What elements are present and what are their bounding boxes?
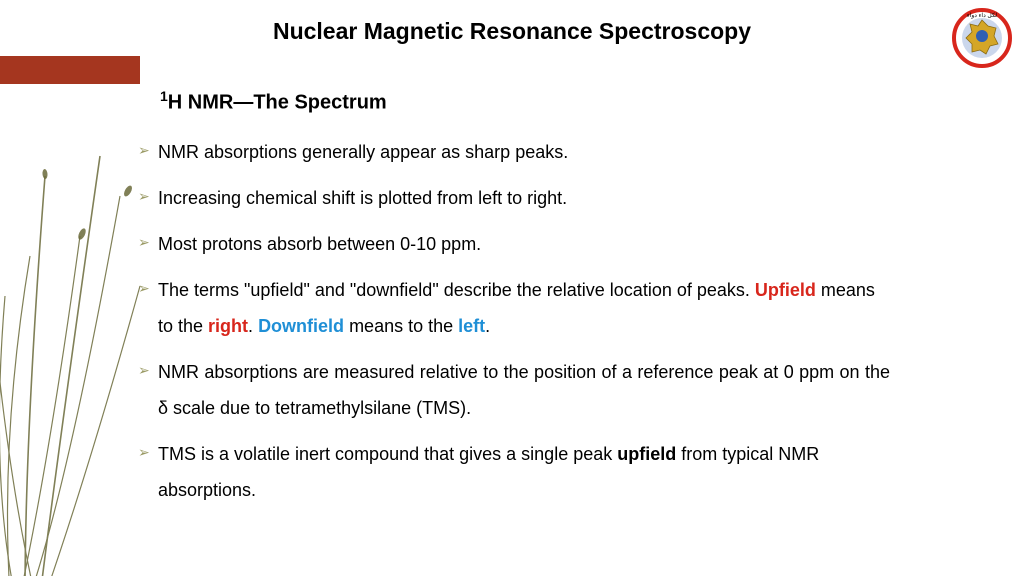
page-title: Nuclear Magnetic Resonance Spectroscopy [0,18,1024,45]
page-subtitle: 1H NMR—The Spectrum [160,88,387,115]
list-item: Increasing chemical shift is plotted fro… [138,180,890,216]
downfield-term: Downfield [258,316,344,336]
text-run: TMS is a volatile inert compound that gi… [158,444,617,464]
subtitle-text: H NMR—The Spectrum [168,92,387,114]
upfield-term: Upfield [755,280,816,300]
accent-bar [0,56,140,84]
list-item: TMS is a volatile inert compound that gi… [138,436,890,508]
list-item: The terms "upfield" and "downfield" desc… [138,272,890,344]
list-item: Most protons absorb between 0-10 ppm. [138,226,890,262]
list-item: NMR absorptions generally appear as shar… [138,134,890,170]
subtitle-superscript: 1 [160,88,168,104]
list-item: NMR absorptions are measured relative to… [138,354,890,426]
text-run: . [248,316,258,336]
upfield-bold: upfield [617,444,676,464]
bullet-list: NMR absorptions generally appear as shar… [138,134,890,518]
text-run: means to the [344,316,458,336]
text-run: The terms "upfield" and "downfield" desc… [158,280,755,300]
right-term: right [208,316,248,336]
left-term: left [458,316,485,336]
text-run: . [485,316,490,336]
